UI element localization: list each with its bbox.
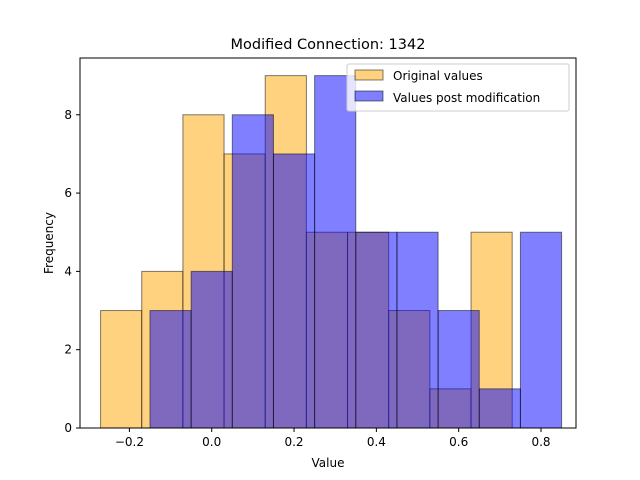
legend-swatch-original: [354, 69, 384, 81]
y-tick-label: 6: [64, 186, 72, 200]
x-axis-label: Value: [312, 456, 345, 470]
x-tick-label: 0.6: [449, 435, 468, 449]
bar-post-modification-5: [355, 231, 398, 429]
y-tick-label: 2: [64, 343, 72, 357]
y-tick-label: 8: [64, 108, 72, 122]
legend-swatch-post-modification: [354, 90, 384, 102]
bars-layer: [100, 75, 563, 429]
bar-post-modification-2: [231, 114, 274, 429]
x-axis-ticks: −0.2 0.0 0.2 0.4 0.6 0.8: [115, 428, 551, 449]
legend-label-original: Original values: [393, 69, 483, 83]
x-tick-label: 0.8: [531, 435, 550, 449]
plot-frame: [79, 57, 577, 429]
bar-post-modification-9: [519, 231, 563, 429]
bar-post-modification-1: [190, 270, 233, 429]
bar-original-0: [100, 310, 143, 429]
bar-post-modification-7: [437, 310, 480, 429]
chart-title: Modified Connection: 1342: [231, 37, 426, 53]
y-tick-label: 0: [64, 421, 72, 435]
x-tick-label: 0.0: [202, 435, 221, 449]
x-tick-label: 0.4: [367, 435, 386, 449]
bar-post-modification-6: [396, 231, 439, 429]
y-axis-label: Frequency: [42, 212, 56, 274]
y-axis-ticks: 0 2 4 6 8: [64, 108, 80, 435]
legend: Original values Values post modification: [346, 63, 570, 112]
legend-label-post-modification: Values post modification: [393, 91, 540, 105]
x-tick-label: −0.2: [115, 435, 144, 449]
bar-post-modification-0: [149, 310, 192, 429]
bar-post-modification-8: [478, 388, 521, 429]
y-tick-label: 4: [64, 264, 72, 278]
legend-box: [346, 63, 570, 112]
x-tick-label: 0.2: [284, 435, 303, 449]
bar-post-modification-3: [272, 153, 316, 429]
bar-post-modification-4: [314, 75, 357, 429]
